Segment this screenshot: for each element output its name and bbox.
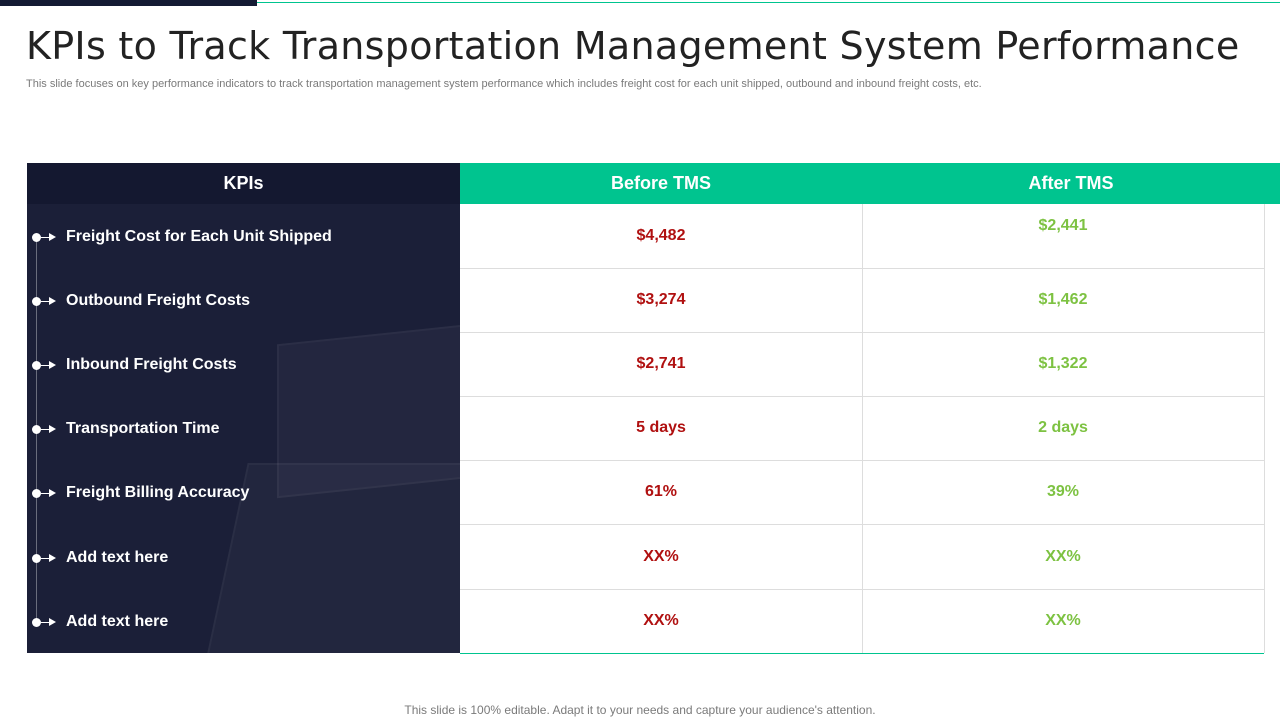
arrow-right-icon — [49, 297, 56, 305]
arrow-right-icon — [49, 554, 56, 562]
before-tms-value: XX% — [643, 612, 679, 629]
kpi-column-panel: KPIs Freight Cost for Each Unit Shipped … — [27, 163, 460, 653]
arrow-right-icon — [49, 361, 56, 369]
bullet-dot-icon — [32, 489, 41, 498]
kpi-row: Outbound Freight Costs — [27, 269, 460, 333]
arrow-line — [41, 237, 51, 238]
arrow-line — [41, 429, 51, 430]
bullet-dot-icon — [32, 361, 41, 370]
after-tms-value: XX% — [1045, 612, 1081, 629]
before-tms-value: $4,482 — [636, 227, 686, 244]
after-tms-value: $2,441 — [1038, 217, 1088, 234]
before-tms-value: $3,274 — [636, 291, 686, 308]
kpi-label: Transportation Time — [66, 420, 220, 437]
kpi-row: Transportation Time — [27, 397, 460, 461]
after-tms-value: $1,322 — [1038, 355, 1088, 372]
arrow-line — [41, 301, 51, 302]
arrow-right-icon — [49, 425, 56, 433]
slide-subtitle: This slide focuses on key performance in… — [26, 78, 982, 90]
after-tms-value: 2 days — [1038, 419, 1088, 436]
kpi-label: Add text here — [66, 549, 169, 566]
kpi-label: Outbound Freight Costs — [66, 292, 250, 309]
bullet-dot-icon — [32, 554, 41, 563]
before-tms-value: 5 days — [636, 419, 686, 436]
kpi-row: Add text here — [27, 526, 460, 590]
arrow-line — [41, 622, 51, 623]
kpi-row: Inbound Freight Costs — [27, 333, 460, 397]
after-tms-value: XX% — [1045, 548, 1081, 565]
arrow-line — [41, 558, 51, 559]
after-tms-value: 39% — [1046, 483, 1080, 500]
after-tms-value: $1,462 — [1038, 291, 1088, 308]
slide-footer-note: This slide is 100% editable. Adapt it to… — [404, 703, 876, 717]
kpi-label: Freight Billing Accuracy — [66, 484, 250, 501]
before-tms-value: XX% — [643, 548, 679, 565]
before-tms-value: $2,741 — [636, 355, 686, 372]
bullet-dot-icon — [32, 233, 41, 242]
bullet-dot-icon — [32, 618, 41, 627]
table-row: XX% XX% — [460, 589, 1264, 654]
arrow-line — [41, 493, 51, 494]
before-tms-column-header: Before TMS — [460, 163, 862, 204]
kpi-row: Freight Billing Accuracy — [27, 461, 460, 525]
top-accent-line — [257, 2, 1280, 3]
top-accent-bar — [0, 0, 257, 6]
arrow-line — [41, 365, 51, 366]
after-tms-column-header: After TMS — [862, 163, 1280, 204]
arrow-right-icon — [49, 233, 56, 241]
kpi-label: Inbound Freight Costs — [66, 356, 237, 373]
kpi-row: Add text here — [27, 590, 460, 653]
arrow-right-icon — [49, 618, 56, 626]
bullet-dot-icon — [32, 425, 41, 434]
before-tms-value: 61% — [644, 483, 678, 500]
kpi-label: Freight Cost for Each Unit Shipped — [66, 228, 332, 245]
bullet-dot-icon — [32, 297, 41, 306]
column-divider — [862, 204, 863, 653]
slide-title: KPIs to Track Transportation Management … — [26, 24, 1240, 68]
kpi-label: Add text here — [66, 613, 169, 630]
kpi-row: Freight Cost for Each Unit Shipped — [27, 205, 460, 269]
arrow-right-icon — [49, 489, 56, 497]
kpis-column-header: KPIs — [27, 163, 460, 204]
